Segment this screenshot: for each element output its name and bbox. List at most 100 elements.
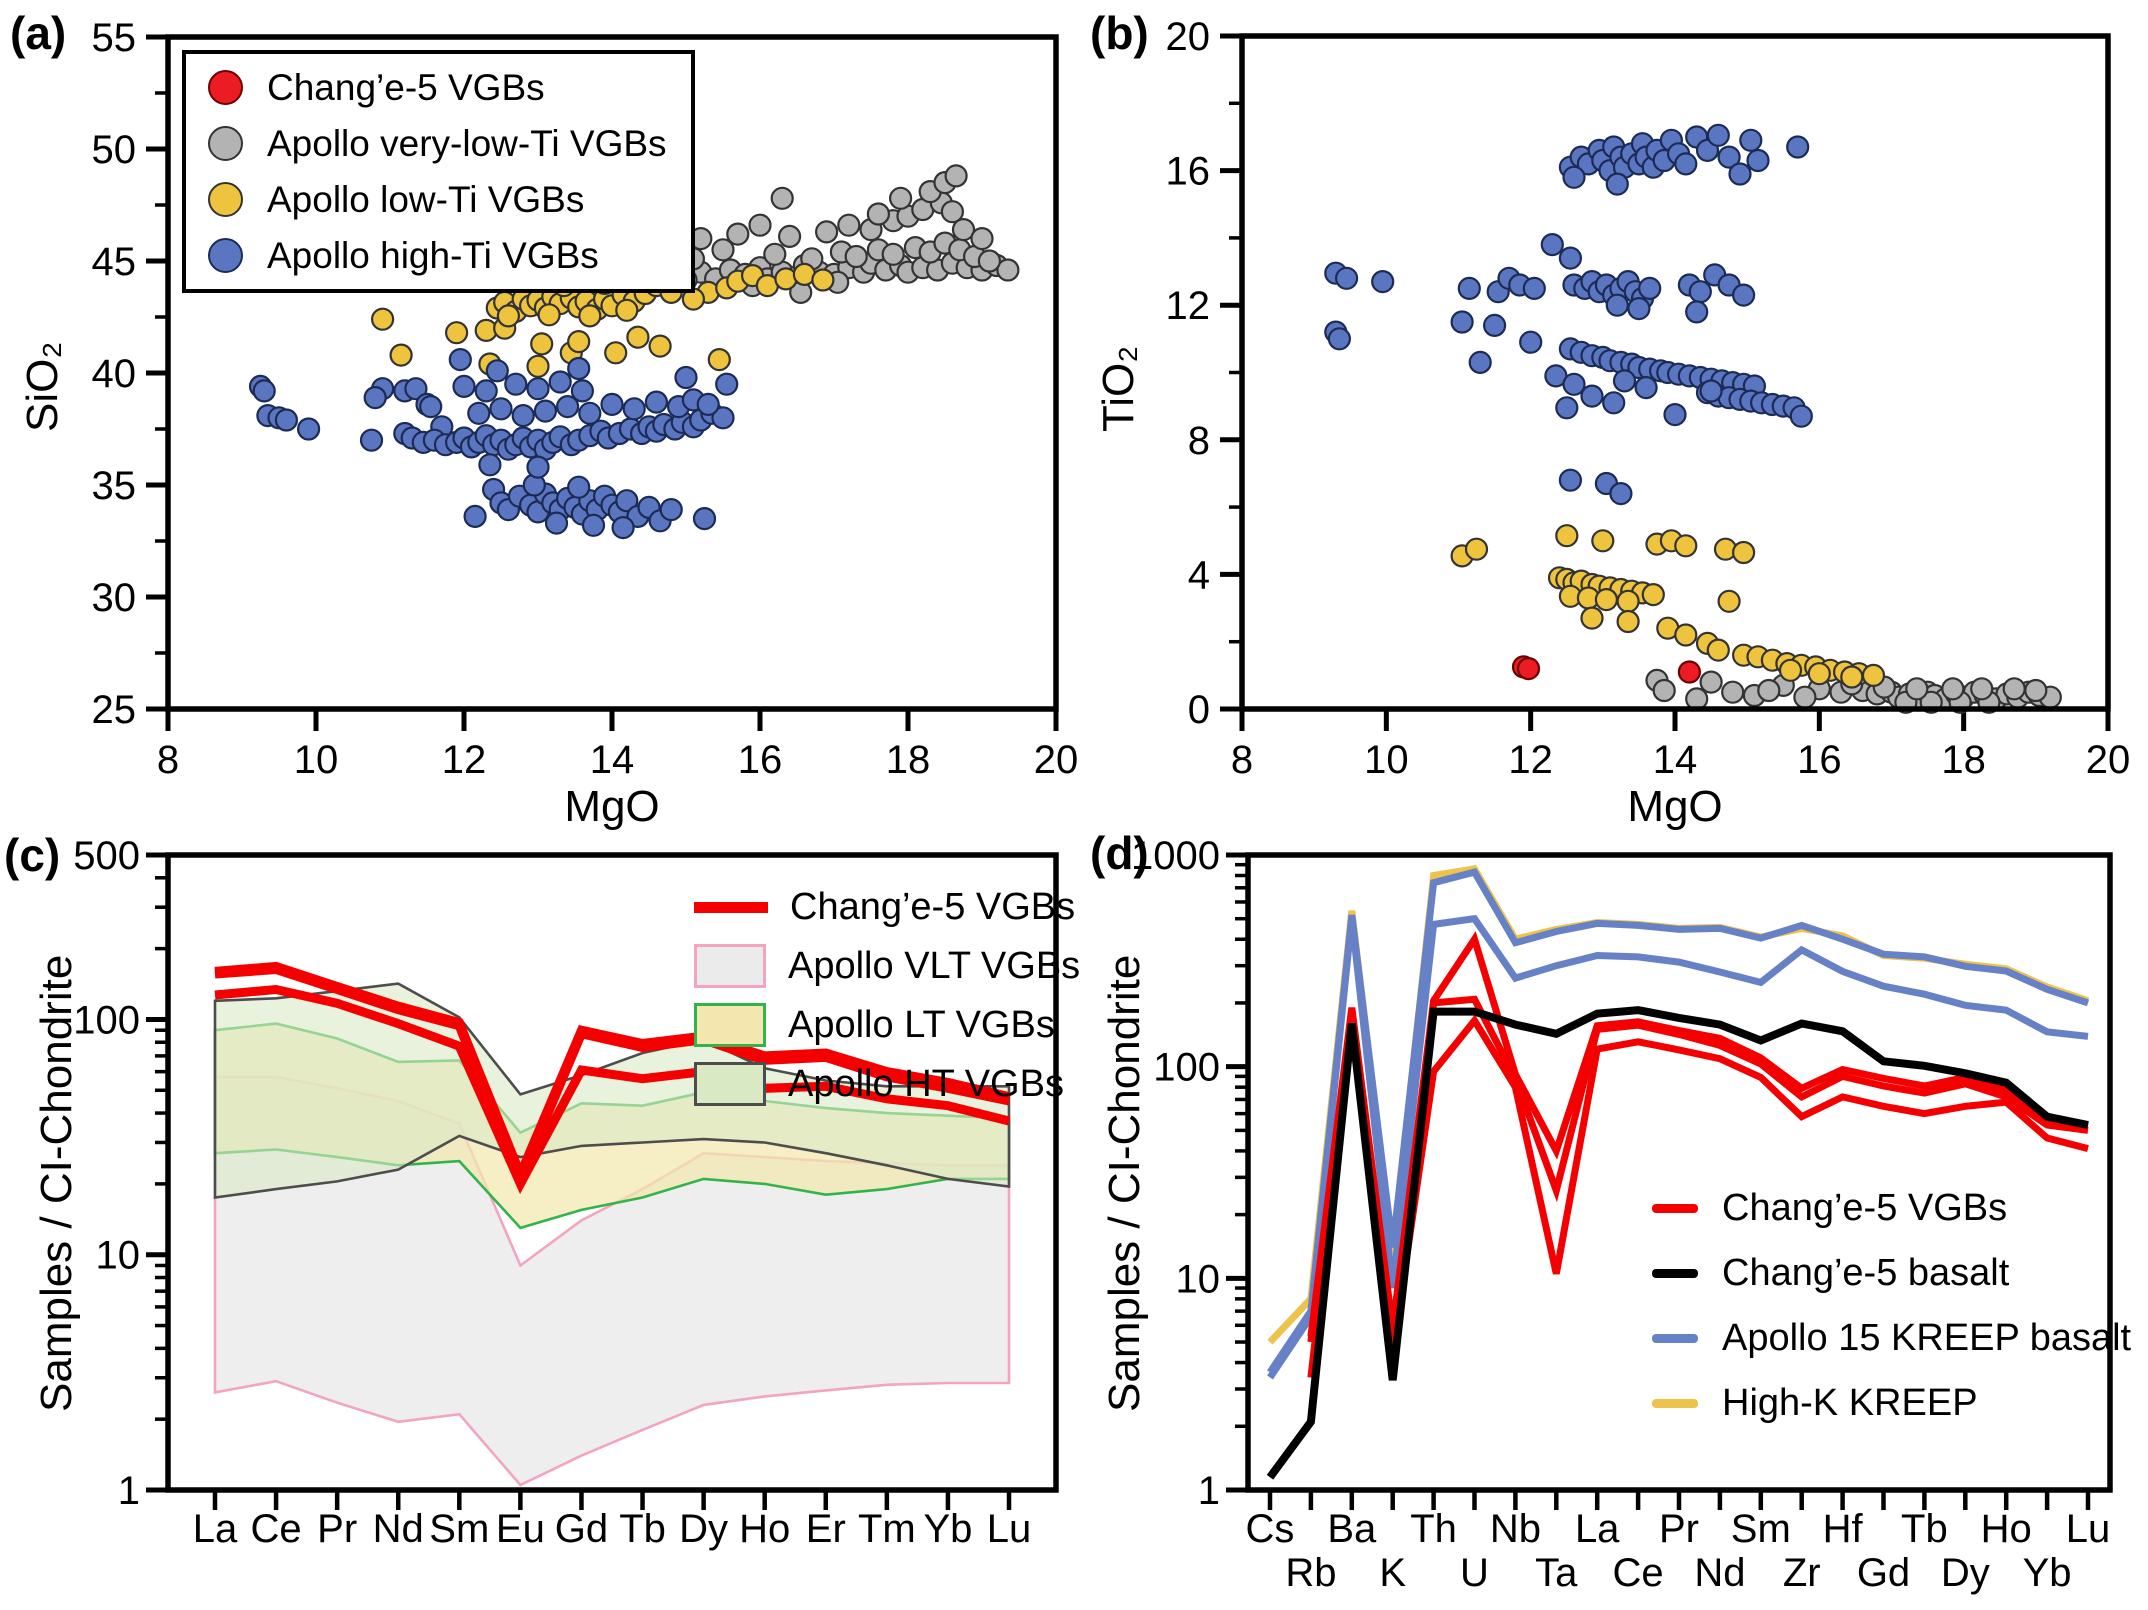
data-point <box>674 365 698 390</box>
legend-label: Apollo very-low-Ti VGBs <box>267 122 667 164</box>
tick-label: Zr <box>1783 1551 1821 1595</box>
band-apollo-ht-vgbs <box>213 982 1011 1199</box>
data-point <box>1555 396 1579 420</box>
tick-label: Ta <box>1535 1551 1578 1595</box>
tick-label: 55 <box>92 16 137 60</box>
data-point <box>1706 638 1730 662</box>
data-point <box>1634 376 1658 400</box>
tick-label: 10 <box>1176 1257 1221 1301</box>
tick-label: La <box>193 1507 238 1551</box>
data-point <box>1699 670 1723 694</box>
data-point <box>1591 529 1615 553</box>
data-point <box>1717 589 1741 613</box>
data-point <box>504 372 528 396</box>
legend-item-high-k-kreep: High-K KREEP <box>1652 1382 2131 1424</box>
data-point <box>1663 403 1687 427</box>
data-point <box>1627 297 1651 321</box>
legend-label: Chang’e-5 VGBs <box>1722 1186 2008 1229</box>
panel-b-yaxis-title: TiO₂ <box>1094 345 1143 432</box>
tick-label: Sm <box>1731 1507 1791 1551</box>
data-point <box>1602 391 1626 415</box>
data-point <box>1540 233 1564 257</box>
data-point <box>1778 658 1803 682</box>
data-point <box>533 399 558 423</box>
data-point <box>578 401 602 425</box>
tick-label: Ba <box>1327 1507 1377 1551</box>
data-point <box>1746 148 1770 173</box>
tick-label: Gd <box>555 1507 608 1551</box>
data-point <box>2024 678 2048 703</box>
tick-label: Er <box>806 1507 846 1551</box>
tick-label: 14 <box>1653 738 1698 782</box>
data-point <box>1638 276 1662 300</box>
data-point <box>1731 540 1756 565</box>
tick-label: 45 <box>92 240 137 284</box>
data-point <box>604 341 628 365</box>
data-point <box>1609 482 1633 506</box>
data-point <box>837 213 861 237</box>
axes: 8 10 12 14 16 18 20 25 30 35 40 45 50 55 <box>92 16 1079 782</box>
data-point <box>944 164 968 188</box>
tick-label: 12 <box>442 738 487 782</box>
line-change5-vgb-2 <box>214 964 1010 1191</box>
data-point <box>1616 589 1640 613</box>
data-point <box>2002 677 2026 701</box>
panel-c-letter: (c) <box>4 829 61 881</box>
tick-label: Tm <box>858 1507 916 1551</box>
data-point <box>1558 246 1583 270</box>
data-point <box>526 455 550 479</box>
tick-label: Ho <box>739 1507 790 1551</box>
data-point <box>1706 123 1730 147</box>
data-point <box>485 359 509 383</box>
tick-label: Sm <box>429 1507 489 1551</box>
ht-marker-icon <box>208 238 243 273</box>
data-point <box>844 244 868 269</box>
data-point <box>371 307 395 331</box>
vlt-band-icon <box>694 944 766 988</box>
tick-label: 10 <box>96 1234 141 1278</box>
tick-label: 4 <box>1188 553 1210 597</box>
red-line-icon <box>694 901 768 913</box>
data-point <box>659 498 683 522</box>
line-change5-vgb-3 <box>214 984 1011 1195</box>
data-point <box>1371 270 1395 294</box>
data-point <box>696 392 720 416</box>
series-apollo-high-ti-vgbs <box>248 348 739 540</box>
data-point <box>363 386 387 410</box>
data-point <box>1674 152 1698 176</box>
data-point <box>1674 623 1698 647</box>
data-point <box>1482 313 1507 337</box>
tick-label: 8 <box>1231 738 1253 782</box>
data-point <box>1641 582 1665 607</box>
tick-label: 500 <box>73 834 140 878</box>
data-point <box>1562 165 1586 189</box>
panel-a-letter: (a) <box>10 7 67 59</box>
data-point <box>478 453 502 477</box>
tick-label: Gd <box>1857 1551 1910 1595</box>
data-point <box>977 249 1002 273</box>
tick-label: 16 <box>1797 738 1842 782</box>
panel-d-letter: (d) <box>1090 827 1149 879</box>
change5-marker-icon <box>208 70 243 105</box>
legend-label: Chang’e-5 VGBs <box>790 885 1076 928</box>
tick-label: 40 <box>92 352 137 396</box>
data-point <box>1457 276 1481 300</box>
tick-label: Hf <box>1823 1507 1864 1551</box>
panel-a-xaxis-title: MgO <box>564 782 660 831</box>
data-point <box>1688 280 1712 304</box>
legend-item-apollo-lt: Apollo low-Ti VGBs <box>208 176 667 223</box>
panel-b-xaxis-title: MgO <box>1627 782 1723 831</box>
tick-label: Tb <box>619 1507 666 1551</box>
data-point <box>1464 537 1489 561</box>
tick-label: Cs <box>1246 1507 1295 1551</box>
lt-marker-icon <box>208 182 243 217</box>
data-point <box>1728 162 1752 186</box>
legend-label: Chang’e-5 basalt <box>1722 1251 2010 1294</box>
axes: 1 10 100 500 La Ce Pr Nd Sm Eu Gd Tb Dy Ho Er Tm Yb Lu <box>73 834 1031 1551</box>
data-point <box>888 186 913 210</box>
tick-label: 35 <box>92 464 137 508</box>
tick-label: Lu <box>2066 1507 2111 1551</box>
vlt-marker-icon <box>208 126 243 161</box>
line-change5-vgb-2 <box>1307 995 2089 1343</box>
